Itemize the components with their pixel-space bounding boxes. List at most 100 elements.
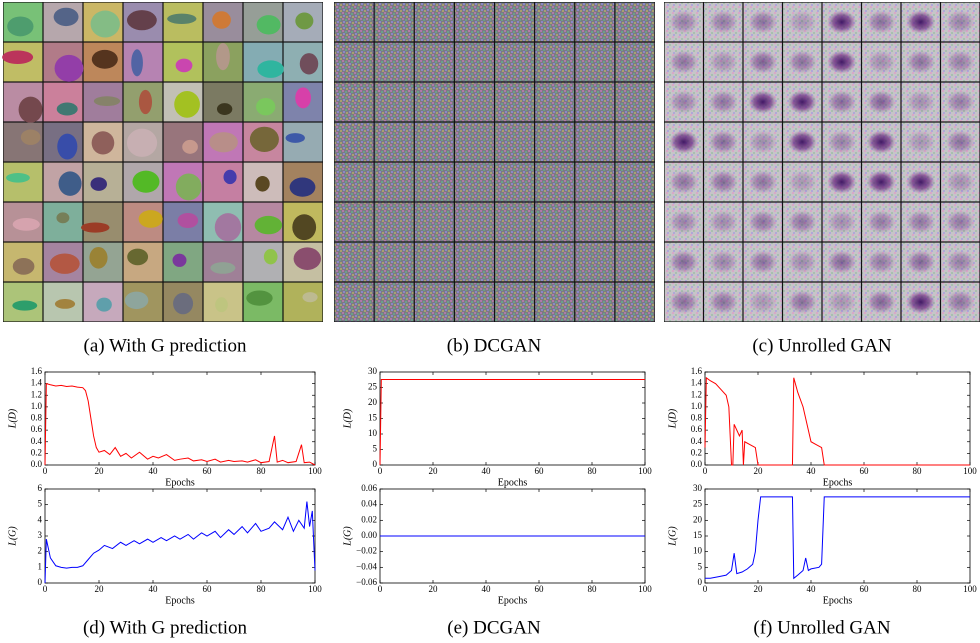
sample-object (263, 249, 278, 265)
x-tick-label: 80 (588, 584, 598, 594)
sample-blob (906, 90, 936, 114)
y-axis-label: L(D) (667, 408, 678, 429)
sample-image (615, 42, 655, 82)
caption: (c) Unrolled GAN (752, 335, 892, 356)
y-tick-label: 3 (38, 530, 43, 540)
x-tick-label: 40 (807, 466, 817, 476)
sample-image (535, 42, 575, 82)
x-tick-label: 60 (860, 466, 870, 476)
x-tick-label: 60 (535, 466, 545, 476)
sample-blob (669, 210, 699, 234)
sample-image (123, 42, 163, 82)
sample-blob (866, 210, 896, 234)
x-tick-label: 40 (482, 584, 492, 594)
sample-image (454, 122, 494, 162)
sample-image (334, 242, 374, 282)
sample-image (615, 122, 655, 162)
y-tick-label: 5 (698, 561, 703, 571)
y-tick-label: 0.06 (361, 483, 377, 493)
x-tick-label: 40 (807, 584, 817, 594)
y-tick-label: 0.02 (361, 514, 377, 524)
sample-object (12, 300, 38, 311)
sample-object (56, 102, 78, 116)
plot-area (704, 371, 971, 466)
sample-image (495, 282, 535, 322)
x-tick-label: 80 (913, 466, 923, 476)
sample-object (216, 43, 230, 71)
sample-object (212, 11, 231, 29)
sample-blob (748, 90, 778, 114)
y-tick-label: 25 (368, 382, 378, 392)
sample-blob (787, 290, 817, 314)
sample-blob (748, 130, 778, 154)
sample-image (495, 162, 535, 202)
x-tick-label: 80 (588, 466, 598, 476)
x-tick-label: 40 (482, 466, 492, 476)
sample-image (414, 42, 454, 82)
sample-blob (669, 250, 699, 274)
sample-image (615, 282, 655, 322)
x-tick-label: 0 (43, 584, 48, 594)
sample-blob (787, 250, 817, 274)
sample-object (91, 131, 115, 155)
sample-image (334, 42, 374, 82)
sample-object (12, 258, 35, 275)
sample-object (89, 246, 108, 269)
sample-image (374, 122, 414, 162)
sample-object (90, 10, 120, 38)
sample-image (575, 82, 615, 122)
chart: 0 20 40 60 80 100 0.0 0.20.4 0.60.8 1.0 1.21.4 1.6 E… (7, 366, 322, 488)
x-tick-label: 20 (429, 584, 439, 594)
sample-blob (906, 290, 936, 314)
loss-line (44, 382, 316, 466)
x-tick-label: 100 (638, 584, 652, 594)
sample-object (18, 96, 43, 123)
sample-blob (906, 250, 936, 274)
sample-blob (748, 290, 778, 314)
sample-object (257, 60, 284, 78)
sample-blob (945, 210, 975, 234)
caption: (e) DCGAN (447, 617, 541, 638)
sample-object (215, 297, 228, 313)
sample-image (495, 2, 535, 42)
y-tick-label: 1.2 (31, 389, 42, 399)
sample-blob (787, 170, 817, 194)
y-tick-label: 1.4 (691, 378, 703, 388)
loss-line (379, 378, 645, 466)
sample-blob (669, 290, 699, 314)
sample-image (535, 2, 575, 42)
sample-object (175, 58, 193, 73)
sample-image (535, 282, 575, 322)
x-tick-label: 100 (638, 466, 652, 476)
sample-image (334, 82, 374, 122)
x-axis-label: Epochs (823, 595, 853, 606)
chart: 0 20 40 60 80 100 0.0 0.20.4 0.60.8 1.0 1.21.4 1.6 E… (667, 366, 977, 488)
sample-blob (708, 250, 738, 274)
x-tick-label: 0 (43, 466, 48, 476)
sample-image (495, 242, 535, 282)
y-tick-label: 2 (38, 546, 43, 556)
sample-object (54, 299, 76, 309)
x-tick-label: 80 (913, 584, 923, 594)
x-tick-label: 60 (535, 584, 545, 594)
sample-blob (827, 50, 857, 74)
sample-image (454, 162, 494, 202)
chart: 0 20 40 60 80 100 0 5 10 15 20 25 30 Epochs L(D) (342, 366, 652, 488)
x-tick-label: 100 (963, 466, 977, 476)
y-tick-label: 0.2 (691, 447, 702, 457)
sample-blob (748, 250, 778, 274)
sample-object (138, 210, 163, 228)
plot-area (379, 371, 646, 466)
sample-object (299, 53, 319, 75)
sample-blob (708, 90, 738, 114)
sample-image (334, 122, 374, 162)
y-tick-label: 1.0 (31, 401, 43, 411)
sample-image (454, 2, 494, 42)
y-tick-label: 0.8 (31, 413, 43, 423)
sample-blob (945, 250, 975, 274)
y-tick-label: 0.00 (361, 530, 377, 540)
image-grids (2, 2, 980, 322)
x-tick-label: 60 (203, 466, 213, 476)
sample-image (535, 202, 575, 242)
